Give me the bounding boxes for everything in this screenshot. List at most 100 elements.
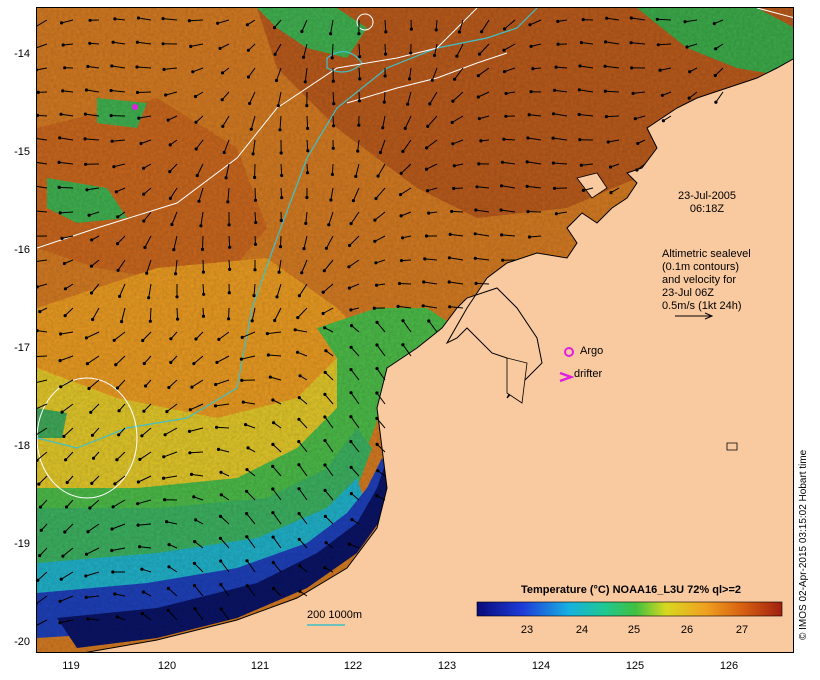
- velocity-arrow-head: [406, 102, 410, 106]
- velocity-arrow-head: [86, 530, 90, 534]
- velocity-arrow: [270, 376, 282, 381]
- argo-label: Argo: [580, 345, 604, 357]
- velocity-arrow: [383, 91, 386, 103]
- velocity-arrow: [274, 19, 282, 28]
- velocity-arrow: [37, 259, 48, 262]
- velocity-arrow: [348, 259, 360, 268]
- velocity-arrow: [137, 91, 152, 93]
- velocity-arrow: [246, 560, 256, 573]
- velocity-arrow: [37, 427, 48, 435]
- velocity-arrow: [249, 91, 256, 104]
- velocity-arrow-head: [401, 343, 405, 347]
- isobath-legend-label: 200 1000m: [307, 609, 363, 621]
- velocity-arrow: [163, 18, 178, 21]
- velocity-arrow-head: [447, 280, 451, 284]
- velocity-arrow: [116, 451, 126, 461]
- velocity-arrow-head: [86, 617, 90, 621]
- velocity-arrow-head: [633, 117, 637, 121]
- velocity-arrow-head: [226, 200, 230, 204]
- velocity-arrow-head: [398, 193, 403, 197]
- velocity-arrow: [59, 595, 74, 602]
- velocity-arrow-head: [246, 75, 251, 79]
- velocity-arrow: [37, 138, 48, 141]
- velocity-arrow: [138, 523, 152, 526]
- velocity-arrow-head: [375, 366, 379, 371]
- colorbar-title: Temperature (°C) NOAA16_L3U 72% ql>=2: [521, 584, 741, 596]
- velocity-arrow-head: [120, 320, 124, 324]
- velocity-arrow-head: [88, 41, 92, 45]
- velocity-arrow-head: [113, 592, 117, 596]
- velocity-arrow: [215, 379, 230, 385]
- velocity-arrow-head: [323, 566, 327, 570]
- velocity-arrow: [85, 113, 100, 117]
- velocity-arrow-head: [450, 209, 454, 213]
- velocity-arrow: [278, 259, 282, 273]
- velocity-arrow: [169, 187, 178, 199]
- velocity-arrow-head: [216, 447, 221, 451]
- velocity-arrow-head: [384, 52, 388, 56]
- velocity-arrow-head: [525, 184, 529, 188]
- velocity-arrow: [553, 137, 568, 141]
- velocity-arrow-head: [354, 174, 358, 178]
- altimetry-line-5: 0.5m/s (1kt 24h): [662, 300, 742, 312]
- velocity-arrow-head: [450, 120, 454, 124]
- velocity-arrow: [39, 547, 48, 556]
- velocity-arrow-head: [175, 295, 179, 299]
- velocity-arrow: [298, 513, 308, 525]
- velocity-arrow: [501, 234, 516, 237]
- velocity-arrow-head: [297, 487, 301, 491]
- velocity-arrow: [399, 283, 412, 285]
- velocity-arrow-head: [195, 173, 199, 178]
- velocity-arrow-head: [375, 442, 379, 446]
- velocity-arrow: [195, 139, 204, 150]
- velocity-arrow-head: [245, 489, 249, 493]
- velocity-arrow: [553, 113, 568, 117]
- velocity-arrow-head: [85, 362, 89, 366]
- velocity-arrow-head: [323, 514, 327, 518]
- velocity-arrow-head: [499, 208, 503, 212]
- velocity-arrow-head: [531, 67, 535, 71]
- velocity-arrow-head: [271, 398, 275, 402]
- velocity-arrow: [87, 66, 100, 69]
- velocity-arrow-head: [427, 211, 431, 215]
- velocity-arrow: [331, 43, 334, 58]
- velocity-arrow: [423, 305, 438, 309]
- velocity-arrow: [37, 403, 48, 409]
- velocity-arrow: [303, 235, 308, 249]
- velocity-arrow-head: [166, 118, 170, 122]
- velocity-arrow-head: [331, 146, 335, 150]
- velocity-arrow: [92, 307, 100, 320]
- velocity-arrow-head: [168, 170, 172, 174]
- velocity-arrow-head: [683, 20, 687, 24]
- velocity-arrow-head: [84, 162, 88, 166]
- velocity-arrow-head: [687, 96, 691, 100]
- velocity-arrow: [220, 516, 230, 525]
- velocity-arrow-head: [383, 74, 387, 78]
- velocity-arrow-head: [89, 410, 93, 414]
- velocity-arrow: [168, 588, 178, 597]
- velocity-arrow: [527, 161, 542, 165]
- velocity-arrow-head: [253, 242, 258, 246]
- velocity-arrow-head: [227, 223, 231, 227]
- velocity-arrow-head: [227, 317, 231, 321]
- velocity-arrow: [189, 427, 204, 432]
- velocity-arrow-head: [475, 185, 479, 189]
- velocity-arrow: [304, 67, 308, 82]
- velocity-arrow: [579, 89, 594, 93]
- velocity-arrow: [243, 401, 256, 405]
- velocity-arrow-head: [113, 17, 117, 21]
- velocity-arrow: [298, 464, 308, 477]
- velocity-arrow-head: [192, 495, 196, 499]
- velocity-arrow: [352, 187, 360, 201]
- velocity-arrow-head: [399, 214, 403, 218]
- velocity-arrow-head: [174, 272, 178, 276]
- velocity-arrow-head: [629, 41, 633, 45]
- velocity-arrow: [117, 235, 126, 244]
- velocity-arrow-head: [187, 19, 191, 23]
- velocity-arrow-head: [329, 32, 333, 36]
- velocity-arrow-head: [302, 55, 306, 59]
- velocity-arrow: [504, 67, 516, 73]
- velocity-arrow-head: [426, 124, 430, 128]
- velocity-arrow: [59, 619, 74, 624]
- velocity-arrow: [253, 283, 256, 296]
